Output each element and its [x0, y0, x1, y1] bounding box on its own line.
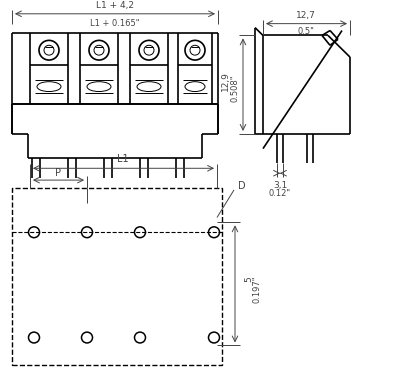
Text: 12,7: 12,7 [296, 11, 316, 20]
Text: 0.508": 0.508" [230, 75, 240, 102]
Text: L1: L1 [117, 154, 129, 164]
Text: L1 + 0.165": L1 + 0.165" [90, 19, 140, 28]
Text: 0.197": 0.197" [252, 276, 262, 303]
Text: 5: 5 [244, 277, 254, 282]
Text: 0.5": 0.5" [298, 27, 314, 36]
Text: 12,9: 12,9 [220, 71, 230, 91]
Text: P: P [55, 168, 61, 178]
Text: L1 + 4,2: L1 + 4,2 [96, 1, 134, 10]
Bar [12, 188, 222, 365]
Text: D: D [238, 181, 246, 191]
Text: 3,1: 3,1 [273, 181, 287, 190]
Text: 0.12": 0.12" [269, 189, 291, 198]
